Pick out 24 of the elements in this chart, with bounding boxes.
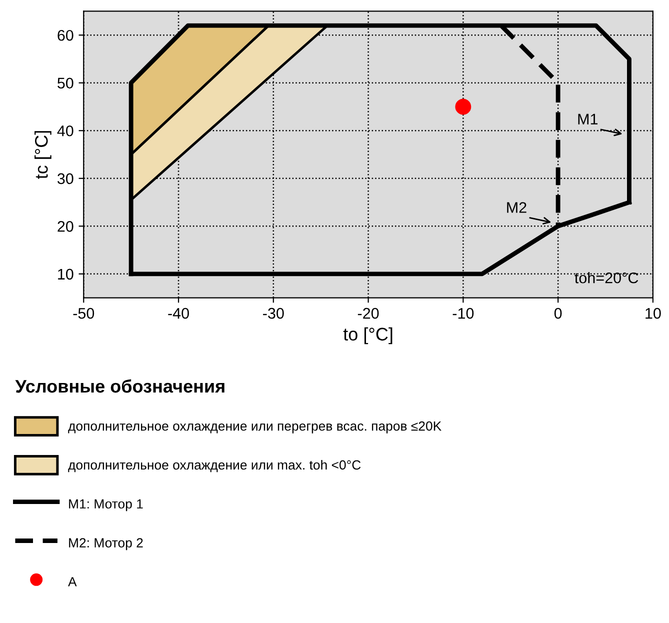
legend-label: M2: Мотор 2 [69,538,143,550]
x-tick-label: -10 [452,308,474,319]
x-tick-label: 10 [646,308,661,319]
x-tick-label: -50 [73,308,94,319]
y-tick-label: 30 [57,173,74,184]
legend-title: Условные обозначения [15,379,224,393]
x-tick-label: -20 [358,308,379,319]
y-axis-title: tc [°C] [34,131,52,179]
x-tick-label: -30 [263,308,284,319]
y-tick-label: 40 [57,125,74,136]
x-tick-label: 0 [554,308,562,319]
y-tick-label: 10 [58,268,74,280]
legend-label: дополнительное охлаждение или max. toh <0°C [68,460,361,472]
x-tick-label: -40 [168,308,189,319]
annotation: M2 [507,202,526,213]
legend-label: A [68,577,77,586]
x-axis-title: to [°C] [343,327,392,344]
y-tick-label: 20 [58,221,74,232]
legend-label: дополнительное охлаждение или перегрев всас. паров ≤20K [68,421,442,434]
legend-label: M1: Мотор 1 [69,499,143,512]
y-tick-label: 50 [58,78,74,89]
annotation: M1 [578,114,598,124]
annotation: toh=20°C [574,272,638,284]
y-tick-label: 60 [58,30,74,41]
